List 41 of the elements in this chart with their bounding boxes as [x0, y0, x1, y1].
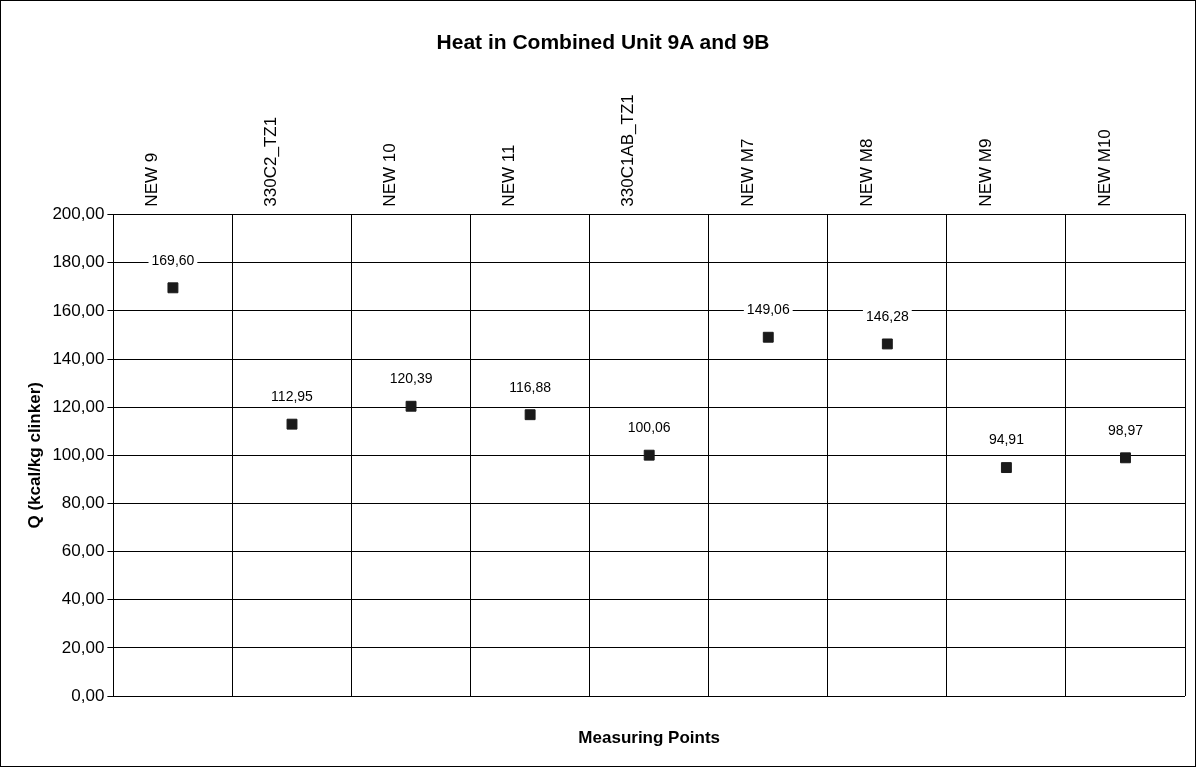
point: [524, 409, 536, 421]
x-tick-label: NEW M7: [737, 138, 757, 207]
y-tick-label: 80,00: [61, 493, 105, 513]
y-tick-label: 120,00: [52, 396, 105, 416]
data-label: 149,06: [746, 301, 790, 318]
x-tick-label: NEW M8: [856, 138, 876, 207]
point: [1000, 462, 1012, 474]
point: [762, 331, 774, 343]
point: [643, 449, 655, 461]
y-tick-label: 60,00: [61, 541, 105, 561]
point: [405, 400, 417, 412]
x-axis-title: Measuring Points: [578, 727, 721, 747]
chart-title: Heat in Combined Unit 9A and 9B: [436, 30, 770, 54]
point: [286, 418, 298, 430]
y-tick-label: 40,00: [61, 589, 105, 609]
y-tick-label: 20,00: [61, 637, 105, 657]
data-label: 112,95: [271, 388, 314, 405]
data-label: 146,28: [865, 307, 909, 324]
x-tick-label: NEW 10: [380, 143, 400, 207]
x-tick-label: NEW 9: [142, 152, 162, 207]
y-tick-label: 100,00: [52, 445, 105, 465]
point: [167, 282, 179, 294]
data-label: 100,06: [627, 419, 671, 436]
y-tick-label: 200,00: [52, 204, 105, 224]
data-label: 94,91: [988, 431, 1025, 448]
point: [881, 338, 893, 350]
x-tick-label: 330C1AB_TZ1: [618, 94, 638, 207]
data-label: 116,88: [509, 378, 552, 395]
data-label: 98,97: [1107, 421, 1144, 438]
x-tick-label: 330C2_TZ1: [261, 116, 281, 207]
x-tick-label: NEW 11: [499, 144, 519, 207]
y-tick-label: 140,00: [52, 348, 105, 368]
y-tick-label: 0,00: [71, 685, 105, 705]
y-axis-title: Q (kcal/kg clinker): [24, 382, 44, 529]
y-tick-label: 180,00: [52, 252, 105, 272]
x-tick-label: NEW M10: [1094, 129, 1114, 207]
point: [1120, 452, 1131, 464]
x-tick-label: NEW M9: [975, 138, 995, 207]
data-label: 120,39: [389, 370, 433, 387]
y-tick-label: 160,00: [52, 300, 105, 320]
data-label: 169,60: [151, 251, 195, 268]
